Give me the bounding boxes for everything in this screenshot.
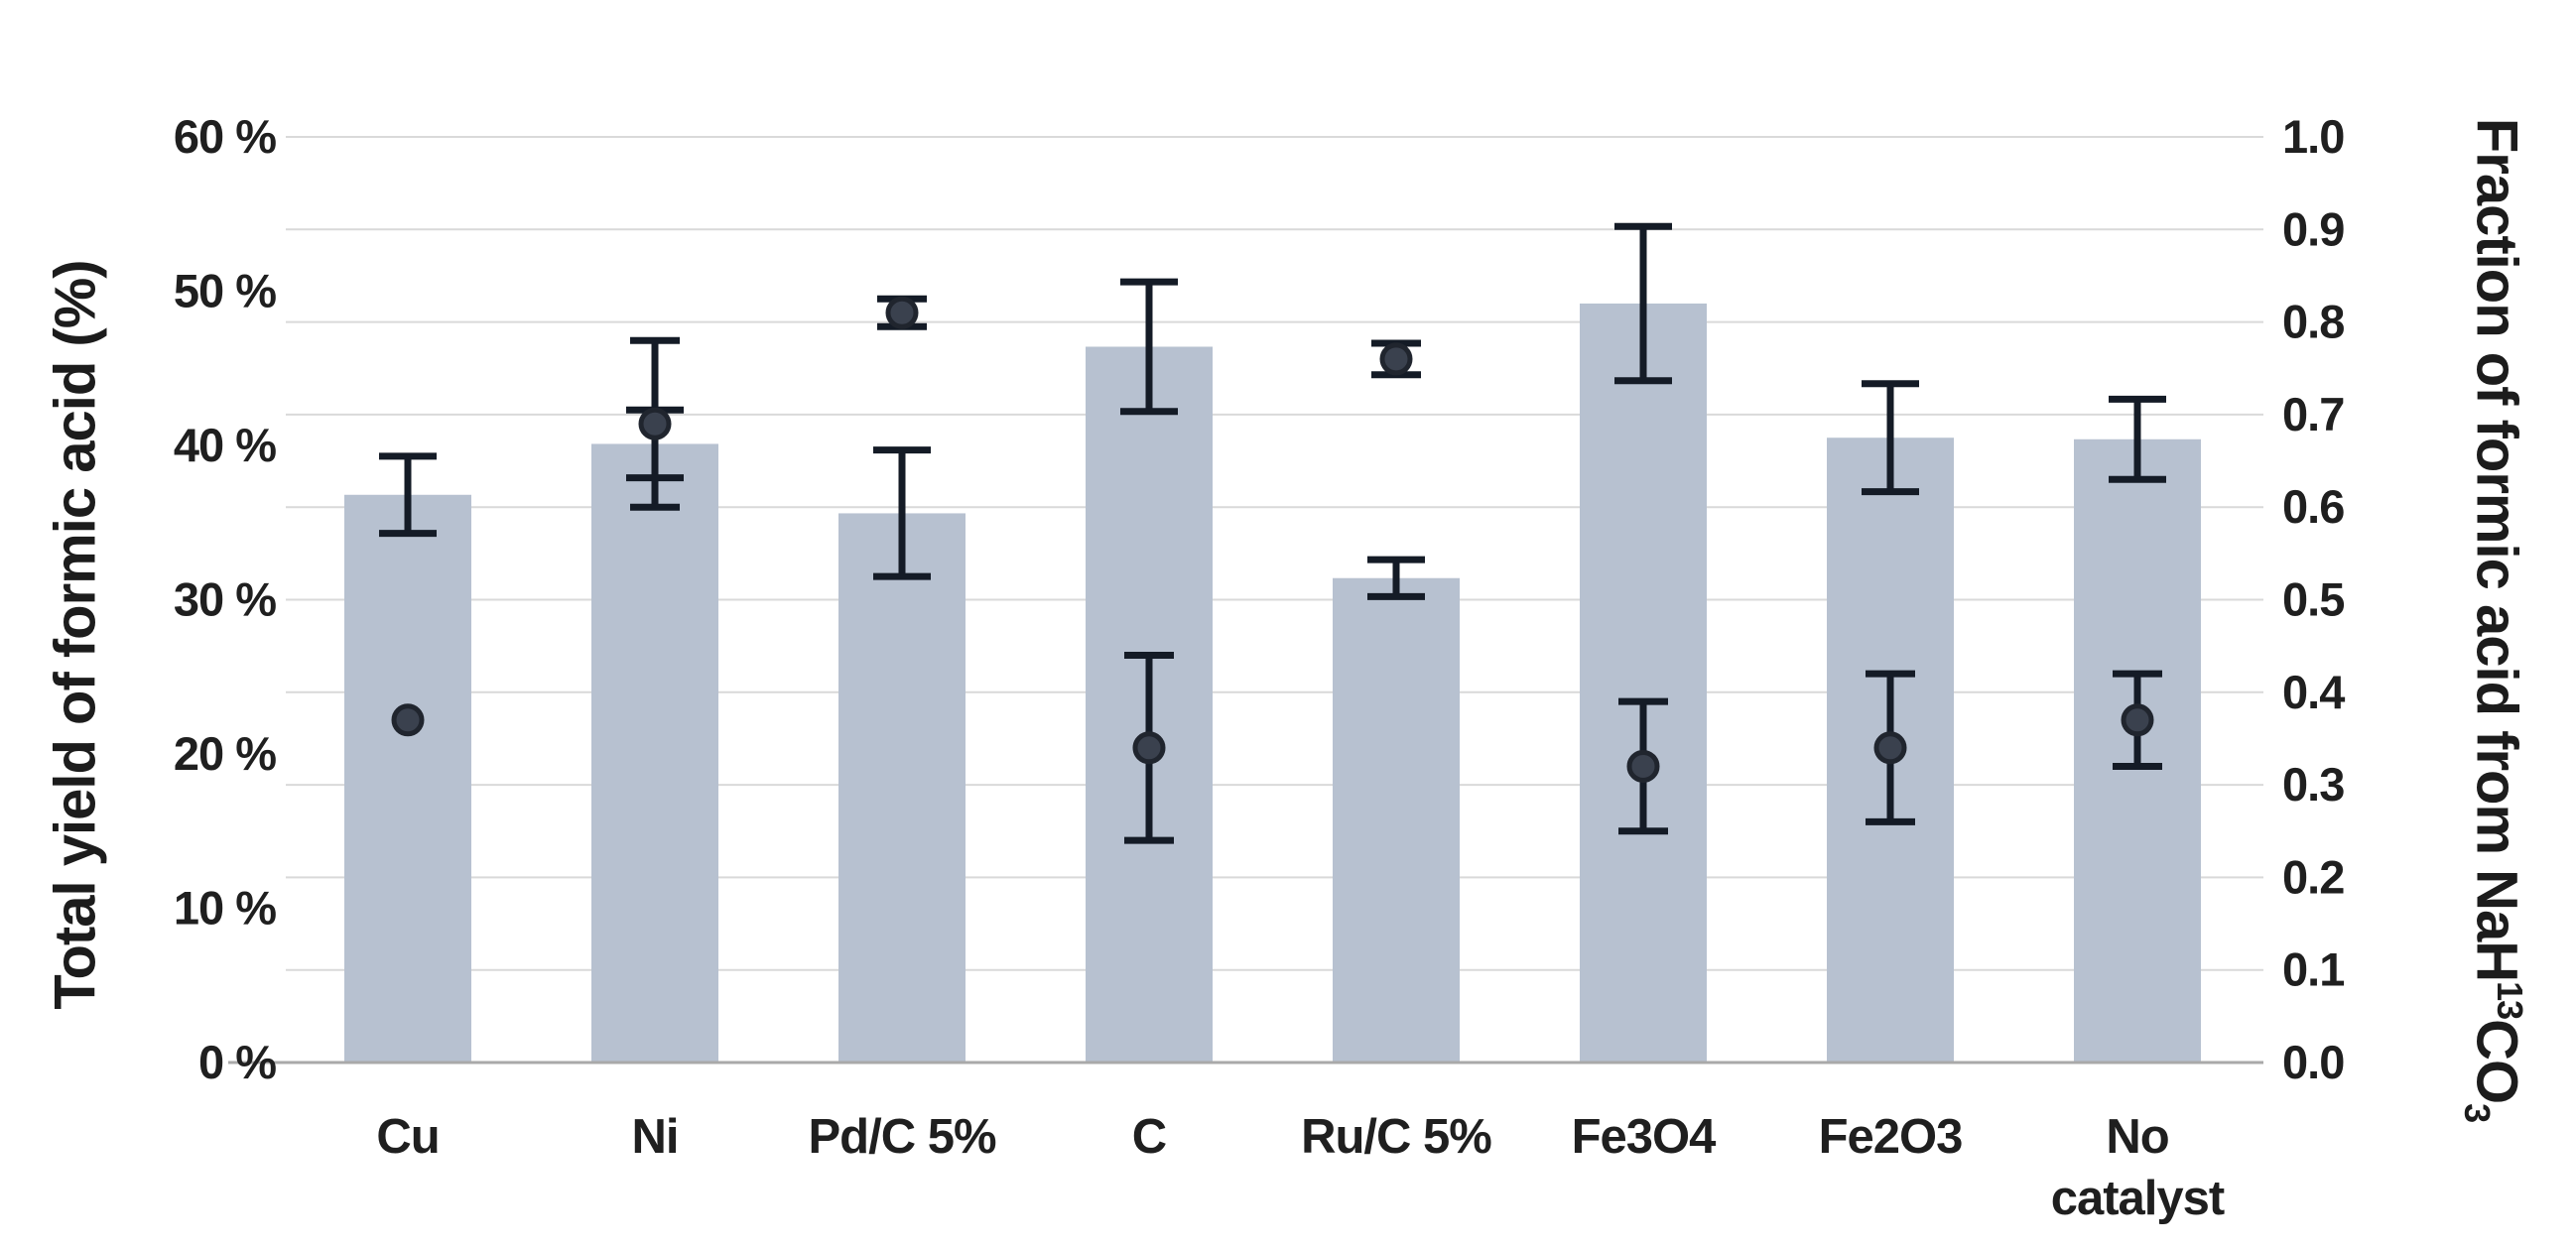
y-left-tick-label: 50 % — [174, 265, 276, 317]
right-axis-title: Fraction of formic acid from NaH13CO3 — [2457, 117, 2530, 1122]
bar-fe3o4 — [1580, 303, 1707, 1063]
right-axis-title-formula: CO — [2464, 1019, 2529, 1104]
bar-cu — [344, 494, 471, 1063]
x-tick-label-fe2o3: Fe2O3 — [1819, 1110, 1963, 1164]
right-axis-title-subscript: 3 — [2456, 1103, 2498, 1123]
y-right-tick-label: 1.0 — [2282, 110, 2344, 163]
dot-fe3o4 — [1626, 749, 1660, 783]
right-axis-title-superscript: 13 — [2489, 981, 2530, 1020]
bar-ru-c-5 — [1333, 577, 1460, 1063]
y-left-tick-label: 0 % — [198, 1036, 276, 1088]
y-right-tick-label: 0.1 — [2282, 943, 2344, 996]
x-tick-label-no-catalyst: No catalyst — [2051, 1110, 2225, 1225]
bar-ni — [591, 443, 718, 1063]
y-right-tick-label: 0.9 — [2282, 202, 2344, 255]
x-tick-label-pd-c-5: Pd/C 5% — [808, 1110, 995, 1164]
y-left-tick-label: 20 % — [174, 727, 276, 780]
y-right-tick-label: 0.2 — [2282, 850, 2344, 903]
y-right-tick-label: 0.0 — [2282, 1036, 2344, 1088]
y-right-tick-label: 0.3 — [2282, 758, 2344, 811]
right-axis-title-text: Fraction of formic acid from NaH — [2464, 117, 2529, 982]
y-left-tick-label: 10 % — [174, 882, 276, 935]
x-tick-label-ru-c-5: Ru/C 5% — [1301, 1110, 1491, 1164]
x-tick-label-ni: Ni — [632, 1110, 679, 1164]
y-left-tick-label: 60 % — [174, 110, 276, 163]
y-right-tick-label: 0.5 — [2282, 573, 2344, 626]
dot-c — [1132, 731, 1166, 765]
dot-ru-c-5 — [1379, 342, 1413, 376]
x-tick-label-cu: Cu — [376, 1110, 439, 1164]
dot-pd-c-5 — [885, 296, 919, 329]
y-right-tick-label: 0.7 — [2282, 388, 2344, 440]
y-right-tick-label: 0.4 — [2282, 666, 2345, 718]
y-left-tick-label: 40 % — [174, 419, 276, 471]
dot-no-catalyst — [2121, 703, 2154, 737]
dot-cu — [391, 703, 425, 737]
dot-ni — [638, 407, 672, 440]
x-tick-label-c: C — [1132, 1110, 1167, 1164]
x-tick-label-fe3o4: Fe3O4 — [1572, 1110, 1717, 1164]
left-axis-title: Total yield of formic acid (%) — [43, 260, 108, 1010]
bar-pd-c-5 — [838, 513, 966, 1063]
y-left-tick-label: 30 % — [174, 573, 276, 626]
y-right-tick-label: 0.8 — [2282, 296, 2344, 348]
dot-fe2o3 — [1873, 731, 1907, 765]
y-right-tick-label: 0.6 — [2282, 480, 2344, 533]
